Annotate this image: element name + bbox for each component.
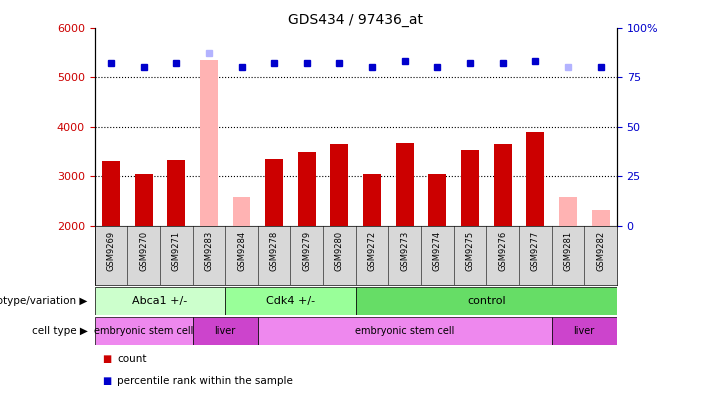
Bar [461,150,479,226]
Bar [200,60,218,226]
Text: GSM9271: GSM9271 [172,230,181,270]
Bar [233,196,250,226]
Bar [102,162,120,226]
Bar [363,174,381,226]
Bar [559,196,577,226]
Text: cell type ▶: cell type ▶ [32,326,88,336]
Text: GSM9275: GSM9275 [465,230,475,270]
Text: embryonic stem cell: embryonic stem cell [94,326,193,336]
Text: GSM9274: GSM9274 [433,230,442,270]
Text: ■: ■ [102,354,111,364]
Bar [526,131,544,226]
Bar [193,317,258,345]
Text: GSM9283: GSM9283 [205,230,213,271]
Bar [258,317,552,345]
Text: GSM9280: GSM9280 [335,230,344,270]
Text: GSM9276: GSM9276 [498,230,507,271]
Text: GSM9273: GSM9273 [400,230,409,271]
Bar [396,143,414,226]
Bar [135,174,153,226]
Bar [330,143,348,226]
Text: Cdk4 +/-: Cdk4 +/- [266,296,315,306]
Bar [428,174,447,226]
Text: GSM9282: GSM9282 [596,230,605,270]
Text: genotype/variation ▶: genotype/variation ▶ [0,296,88,306]
Bar [265,159,283,226]
Bar [494,143,512,226]
Bar [168,160,185,226]
Text: GSM9269: GSM9269 [107,230,116,270]
Text: Abca1 +/-: Abca1 +/- [132,296,188,306]
Text: embryonic stem cell: embryonic stem cell [355,326,454,336]
Text: liver: liver [573,326,595,336]
Bar [225,287,356,315]
Text: GSM9272: GSM9272 [367,230,376,270]
Text: GSM9281: GSM9281 [564,230,573,270]
Text: GSM9284: GSM9284 [237,230,246,270]
Bar [592,210,610,226]
Bar [552,317,617,345]
Text: GSM9277: GSM9277 [531,230,540,271]
Bar [95,317,193,345]
Text: GSM9279: GSM9279 [302,230,311,270]
Title: GDS434 / 97436_at: GDS434 / 97436_at [288,13,423,27]
Bar [355,287,617,315]
Text: count: count [117,354,147,364]
Bar [298,152,315,226]
Text: liver: liver [215,326,236,336]
Text: GSM9278: GSM9278 [270,230,279,271]
Bar [95,287,225,315]
Text: GSM9270: GSM9270 [139,230,148,270]
Text: percentile rank within the sample: percentile rank within the sample [117,376,293,386]
Text: ■: ■ [102,376,111,386]
Text: control: control [467,296,505,306]
